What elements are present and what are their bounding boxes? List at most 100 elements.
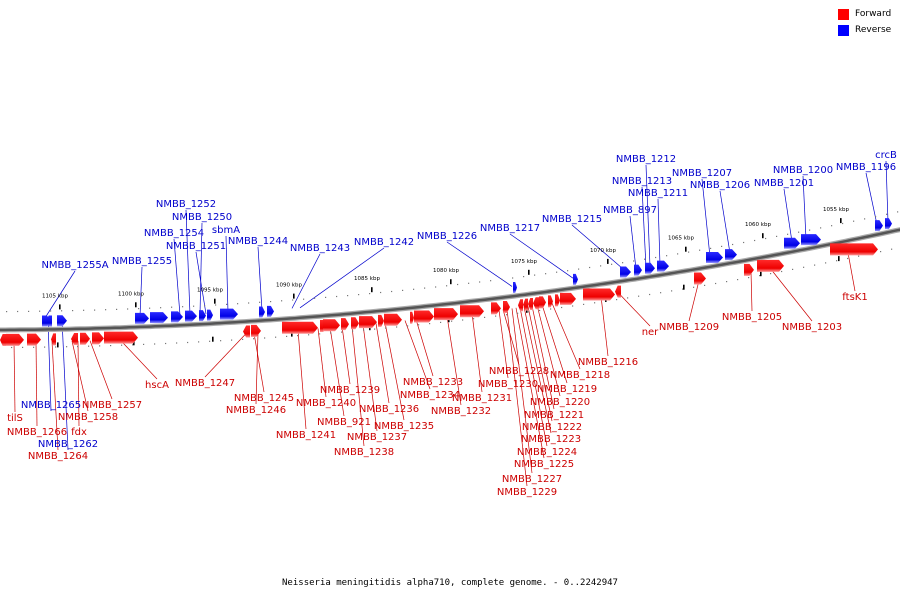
tick-dot (853, 220, 855, 222)
tick-dot (594, 302, 596, 304)
leader-line (317, 328, 327, 398)
gene-label-fdx: fdx (71, 427, 87, 438)
tick-dot (825, 262, 827, 264)
gene-label-nmbb-1203: NMBB_1203 (782, 322, 842, 333)
gene-arrow (434, 308, 458, 321)
tick-dot (374, 328, 376, 330)
leader-line (536, 305, 561, 397)
gene-arrow (645, 262, 655, 274)
leader-line (511, 308, 533, 474)
leader-line (13, 341, 16, 413)
leader-line (341, 326, 351, 385)
tick-dot (264, 337, 266, 339)
leader-line (51, 341, 59, 451)
gene-arrow (251, 324, 261, 337)
gene-arrow (27, 333, 41, 346)
gene-label-nmbb-1251: NMBB_1251 (166, 241, 226, 252)
leader-line (297, 329, 307, 430)
gene-label-nmbb-1226: NMBB_1226 (417, 231, 477, 242)
tick-dot (50, 310, 52, 312)
genome-backbone (0, 228, 900, 332)
tick-dot (369, 293, 371, 295)
gene-label-nmbb-1254: NMBB_1254 (144, 228, 204, 239)
gene-label-nmbb-1264: NMBB_1264 (28, 451, 88, 462)
scale-label: 1070 kbp (590, 248, 616, 254)
tick-dot (138, 308, 140, 310)
gene-arrow (539, 296, 546, 309)
scale-tick (212, 336, 214, 342)
tick-dot (622, 262, 624, 264)
tick-dot (677, 253, 679, 255)
tick-dot (358, 294, 360, 296)
gene-arrow (548, 295, 553, 308)
scale-tick (293, 293, 295, 299)
gene-label-nmbb-1250: NMBB_1250 (172, 212, 232, 223)
tick-dot (418, 324, 420, 326)
tick-dot (864, 218, 866, 220)
scale-tick (683, 284, 685, 290)
tick-dot (457, 283, 459, 286)
tick-dot (600, 265, 602, 267)
tick-dot (875, 216, 877, 218)
tick-dot (589, 266, 591, 269)
tick-dot (831, 225, 833, 227)
leader-line (47, 319, 52, 412)
gene-arrow (51, 333, 56, 346)
gene-label-nmbb-1246: NMBB_1246 (226, 405, 286, 416)
gene-arrow (135, 312, 149, 324)
gene-arrow (560, 292, 576, 305)
tick-dot (143, 343, 145, 345)
tick-dot (237, 303, 239, 305)
tick-dot (462, 319, 464, 321)
tick-dot (215, 304, 217, 306)
tick-dot (336, 295, 338, 298)
tick-dot (341, 331, 343, 333)
tick-dot (22, 346, 24, 348)
tick-dot (83, 309, 85, 311)
gene-label-nmbb-1240: NMBB_1240 (296, 398, 356, 409)
leader-line (119, 339, 158, 380)
gene-label-nmbb-1235: NMBB_1235 (374, 421, 434, 432)
leader-line (255, 332, 259, 405)
gene-arrow (784, 237, 800, 249)
gene-label-nmbb-1258: NMBB_1258 (58, 412, 118, 423)
gene-label-nmbb-1262: NMBB_1262 (38, 439, 98, 450)
gene-arrow (185, 310, 197, 322)
tick-dot (391, 290, 393, 293)
gene-label-nmbb-1229: NMBB_1229 (497, 487, 557, 498)
leader-line (35, 341, 38, 427)
scale-tick (838, 256, 840, 262)
tick-dot (666, 255, 668, 257)
gene-arrow (267, 305, 274, 317)
tick-dot (479, 281, 481, 283)
gene-arrow (875, 220, 883, 232)
tick-dot (72, 310, 74, 312)
leader-line (688, 280, 700, 322)
tick-dot (446, 285, 448, 287)
tick-dot (105, 309, 107, 311)
tick-dot (127, 308, 129, 310)
gene-arrow (757, 259, 784, 272)
tick-dot (297, 335, 299, 337)
gene-label-nmbb-1212: NMBB_1212 (616, 154, 676, 165)
tick-dot (682, 288, 684, 290)
gene-arrow (573, 273, 578, 285)
tick-dot (242, 338, 244, 340)
gene-label-nmbb-1244: NMBB_1244 (228, 236, 288, 247)
tick-dot (842, 222, 844, 225)
gene-arrow (491, 302, 501, 315)
legend-forward-label: Forward (855, 9, 892, 19)
tick-dot (160, 307, 162, 309)
tick-dot (352, 330, 354, 332)
tick-dot (226, 303, 228, 305)
gene-label-nmbb-1200: NMBB_1200 (773, 165, 833, 176)
gene-arrow (171, 311, 183, 323)
leader-line (657, 198, 661, 266)
scale-tick (135, 302, 137, 308)
leader-line (291, 253, 321, 309)
tick-dot (611, 263, 613, 265)
tick-dot (748, 277, 750, 279)
scale-tick (133, 340, 135, 346)
scale-tick (450, 279, 452, 285)
tick-dot (171, 306, 173, 308)
